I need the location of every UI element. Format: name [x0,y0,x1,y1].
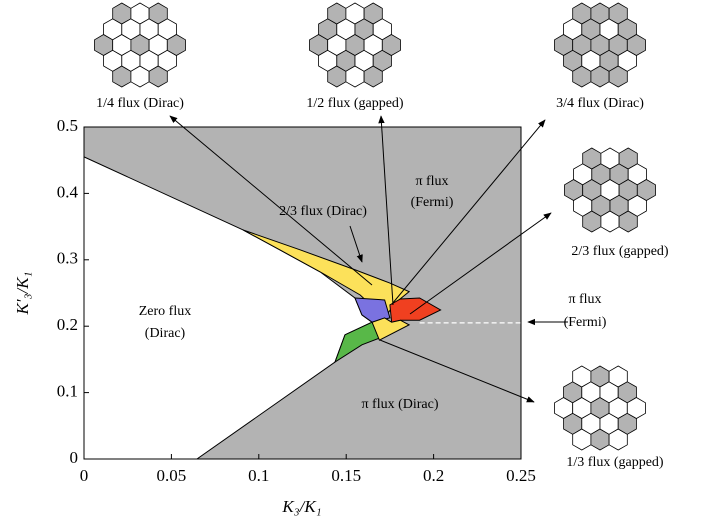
inset-caption: 1/2 flux (gapped) [306,96,404,111]
y-tick-label: 0.3 [57,249,78,268]
x-tick-label: 0.15 [331,466,361,485]
region-label: π flux [415,174,448,189]
region-label: π flux (Dirac) [361,397,438,412]
inset-caption: 2/3 flux (gapped) [571,244,669,259]
inset-caption: 1/4 flux (Dirac) [96,96,184,111]
x-axis-label: K₃/K₁ [281,497,321,516]
y-axis-label: K′₃/K₁ [13,272,32,316]
x-tick-label: 0.1 [248,466,269,485]
y-tick-label: 0.5 [57,116,78,135]
y-tick-label: 0.4 [57,182,79,201]
hexagon-icon [95,3,186,87]
page: K₃/K₁ K′₃/K₁ 0 0.05 0.1 0.15 0.2 0.25 0 0.1 0.2 0… [0,0,705,525]
x-tick-label: 0 [80,466,89,485]
hexagon-icon [555,3,646,87]
inset-caption: π flux [568,292,601,307]
y-tick-label: 0.1 [57,382,78,401]
inset-caption: 3/4 flux (Dirac) [556,96,644,111]
chart: K₃/K₁ K′₃/K₁ 0 0.05 0.1 0.15 0.2 0.25 0 0.1 0.2 0… [0,0,705,525]
x-tick-label: 0.2 [423,466,444,485]
x-tick-label: 0.05 [157,466,187,485]
region-label: Zero flux [139,304,191,319]
inset-caption: 1/3 flux (gapped) [566,455,664,470]
hexagon-icon [555,366,646,450]
y-tick-label: 0.2 [57,315,78,334]
inset-caption: (Fermi) [564,315,607,330]
region-label: (Dirac) [145,326,186,341]
region-label: (Fermi) [411,195,454,210]
region-label: 2/3 flux (Dirac) [279,204,367,219]
hexagon-icon [565,148,656,232]
x-tick-label: 0.25 [506,466,536,485]
hexagon-icon [310,3,401,87]
y-tick-label: 0 [70,448,79,467]
